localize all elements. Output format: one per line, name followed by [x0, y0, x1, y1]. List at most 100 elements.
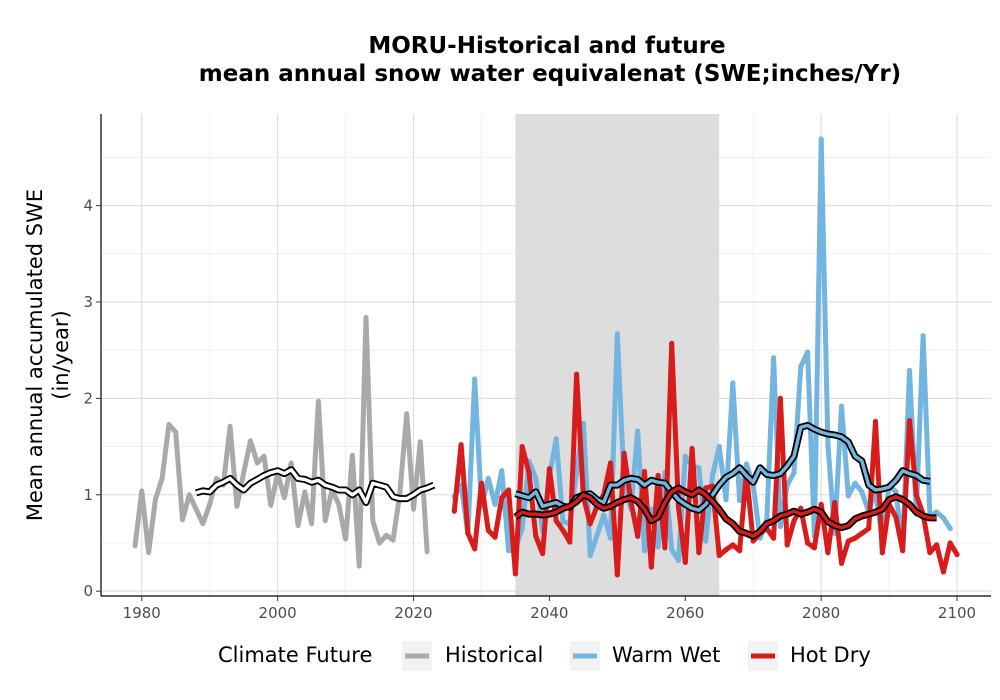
data-point-warm-wet	[906, 367, 913, 374]
data-point-hot-dry	[832, 499, 838, 506]
data-point-hot-dry	[934, 542, 940, 548]
data-point-hot-dry	[451, 508, 457, 514]
data-point-warm-wet	[947, 525, 953, 532]
data-point-hot-dry	[940, 569, 947, 575]
data-point-warm-wet	[492, 501, 498, 508]
data-point-hot-dry	[533, 533, 539, 539]
data-point-hot-dry	[859, 530, 865, 536]
y-tick-label: 0	[83, 582, 93, 600]
data-point-hot-dry	[900, 548, 906, 554]
data-point-warm-wet	[607, 535, 614, 541]
data-point-hot-dry	[730, 542, 736, 548]
data-point-warm-wet	[770, 355, 777, 361]
data-point-hot-dry	[866, 525, 872, 532]
data-point-hot-dry	[784, 542, 790, 548]
data-point-warm-wet	[519, 525, 525, 532]
series-lines	[132, 136, 960, 578]
data-point-hot-dry	[703, 485, 709, 491]
data-point-warm-wet	[648, 506, 654, 512]
data-point-hot-dry	[689, 445, 695, 452]
data-point-warm-wet	[614, 331, 620, 337]
data-point-hot-dry	[655, 472, 661, 479]
data-point-hot-dry	[458, 442, 464, 448]
legend: Climate Future Historical Warm Wet Hot Dry	[218, 641, 871, 671]
data-point-warm-wet	[594, 532, 600, 538]
data-point-warm-wet	[730, 380, 736, 386]
data-point-warm-wet	[804, 349, 811, 355]
data-point-hot-dry	[906, 417, 913, 424]
x-tick-label: 2060	[666, 604, 704, 622]
x-tick-label: 2040	[530, 604, 568, 622]
data-point-hot-dry	[573, 371, 580, 377]
data-point-hot-dry	[811, 545, 817, 551]
data-point-hot-dry	[682, 559, 688, 565]
data-point-warm-wet	[791, 470, 797, 476]
data-point-warm-wet	[472, 376, 478, 382]
data-point-warm-wet	[716, 443, 722, 450]
data-point-warm-wet	[675, 557, 682, 563]
legend-label-hot-dry: Hot Dry	[790, 643, 871, 667]
y-tick-label: 4	[83, 197, 93, 215]
data-point-warm-wet	[852, 480, 858, 486]
data-point-warm-wet	[655, 544, 661, 550]
data-point-hot-dry	[872, 418, 879, 425]
x-tick-label: 2020	[394, 604, 432, 622]
data-point-hot-dry	[485, 527, 491, 534]
y-tick-label: 2	[83, 389, 93, 407]
data-point-hot-dry	[614, 572, 620, 578]
data-point-hot-dry	[472, 546, 478, 552]
data-point-hot-dry	[560, 527, 566, 534]
data-point-warm-wet	[635, 428, 641, 434]
data-point-hot-dry	[825, 550, 831, 556]
data-point-hot-dry	[954, 551, 960, 558]
data-point-hot-dry	[947, 540, 953, 546]
data-point-warm-wet	[601, 512, 607, 518]
data-point-hot-dry	[696, 550, 702, 556]
data-point-hot-dry	[845, 538, 851, 544]
data-point-warm-wet	[798, 363, 804, 370]
data-point-warm-wet	[777, 523, 783, 530]
data-point-warm-wet	[533, 475, 539, 481]
data-point-hot-dry	[879, 550, 885, 556]
data-point-hot-dry	[567, 539, 573, 545]
data-point-hot-dry	[675, 504, 682, 510]
y-axis-label-line1: Mean annual accumulated SWE	[23, 189, 47, 521]
data-point-warm-wet	[920, 333, 926, 339]
data-point-hot-dry	[641, 469, 648, 475]
x-tick-label: 2000	[259, 604, 297, 622]
chart-title-line2: mean annual snow water equivalenat (SWE;…	[199, 61, 901, 87]
data-point-hot-dry	[798, 505, 804, 511]
data-point-warm-wet	[893, 489, 899, 495]
data-point-hot-dry	[818, 501, 824, 508]
series-line-historical	[132, 314, 430, 569]
data-point-warm-wet	[818, 136, 824, 142]
x-tick-label: 1980	[123, 604, 161, 622]
data-point-hot-dry	[512, 571, 519, 577]
data-point-hot-dry	[770, 535, 777, 541]
data-point-hot-dry	[499, 495, 505, 501]
data-point-warm-wet	[934, 509, 940, 515]
data-point-hot-dry	[587, 521, 593, 527]
tick-labels: 1980 2000 2020 2040 2060 2080 2100 0 1 2 3 4	[83, 197, 976, 622]
data-point-hot-dry	[478, 480, 485, 486]
data-point-hot-dry	[553, 518, 559, 524]
chart-title-line1: MORU-Historical and future	[368, 33, 725, 59]
data-point-warm-wet	[859, 489, 865, 495]
data-point-warm-wet	[485, 475, 491, 481]
data-point-hot-dry	[621, 450, 627, 456]
data-point-hot-dry	[546, 466, 552, 472]
data-point-hot-dry	[723, 547, 729, 553]
legend-label-historical: Historical	[445, 643, 543, 667]
y-axis-label-line2: (in/year)	[49, 310, 73, 399]
data-point-warm-wet	[560, 519, 566, 525]
y-tick-label: 1	[83, 486, 93, 504]
data-point-warm-wet	[573, 468, 580, 474]
data-point-hot-dry	[506, 487, 512, 493]
data-point-hot-dry	[791, 518, 797, 524]
data-point-warm-wet	[709, 472, 716, 479]
legend-title: Climate Future	[218, 643, 372, 667]
data-point-hot-dry	[662, 545, 668, 551]
data-point-hot-dry	[492, 534, 498, 540]
